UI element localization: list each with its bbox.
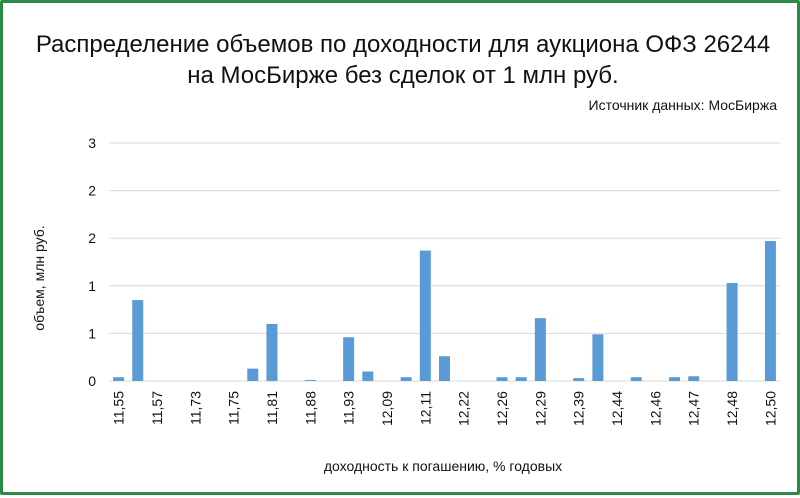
bar-chart: 0 1 1 2 2 3 11,55 11,57 11,73 11,75 11,81 11,88 11,9… [88,135,780,426]
x-tick-label: 12,44 [609,391,625,426]
bar [439,356,450,381]
bar [496,377,508,381]
bar [688,376,700,381]
x-tick-label: 11,88 [302,391,318,425]
x-tick-label: 12,39 [571,391,587,426]
bar [113,377,125,381]
chart-title-line-2: на МосБирже без сделок от 1 млн руб. [187,62,619,89]
bar [266,323,278,381]
chart-title: Распределение объемов по доходности для … [3,29,800,91]
bar [726,282,738,381]
bar [630,377,642,381]
x-tick-label: 12,11 [417,391,433,425]
y-tick-label: 1 [88,325,96,341]
y-tick-label: 1 [88,278,96,294]
bar [764,241,776,381]
x-tick-label: 12,29 [532,391,548,426]
x-tick-label: 12,22 [456,391,472,426]
bar [400,377,412,381]
x-tick-label: 11,75 [226,391,242,425]
bar [573,378,585,381]
bar [534,318,546,381]
x-tick-label: 11,73 [187,391,203,425]
x-tick-label: 12,46 [647,391,663,426]
x-tick-label: 12,09 [379,391,395,426]
x-tick-label: 11,55 [111,391,127,425]
bar [362,371,374,381]
data-source-note: Источник данных: МосБиржа [588,97,777,113]
bar [247,368,259,381]
x-tick-label: 12,50 [762,391,778,426]
x-tick-label: 12,48 [724,391,740,426]
x-tick-label: 11,57 [149,391,165,425]
bar [132,300,144,381]
x-tick-label: 11,81 [264,391,280,425]
chart-title-line-1: Распределение объемов по доходности для … [35,31,771,58]
bar [669,377,681,381]
bar [419,250,431,381]
y-tick-label: 3 [88,135,96,151]
y-tick-label: 2 [88,183,96,199]
bar [592,334,604,381]
bar [304,380,316,381]
y-tick-label: 2 [88,230,96,246]
x-tick-label: 12,26 [494,391,510,426]
bar [343,337,355,381]
x-tick-label: 12,47 [686,391,702,426]
x-tick-label: 11,93 [341,391,357,425]
x-axis-label: доходность к погашению, % годовых [323,458,563,474]
bar [515,377,527,381]
y-tick-label: 0 [88,373,96,389]
